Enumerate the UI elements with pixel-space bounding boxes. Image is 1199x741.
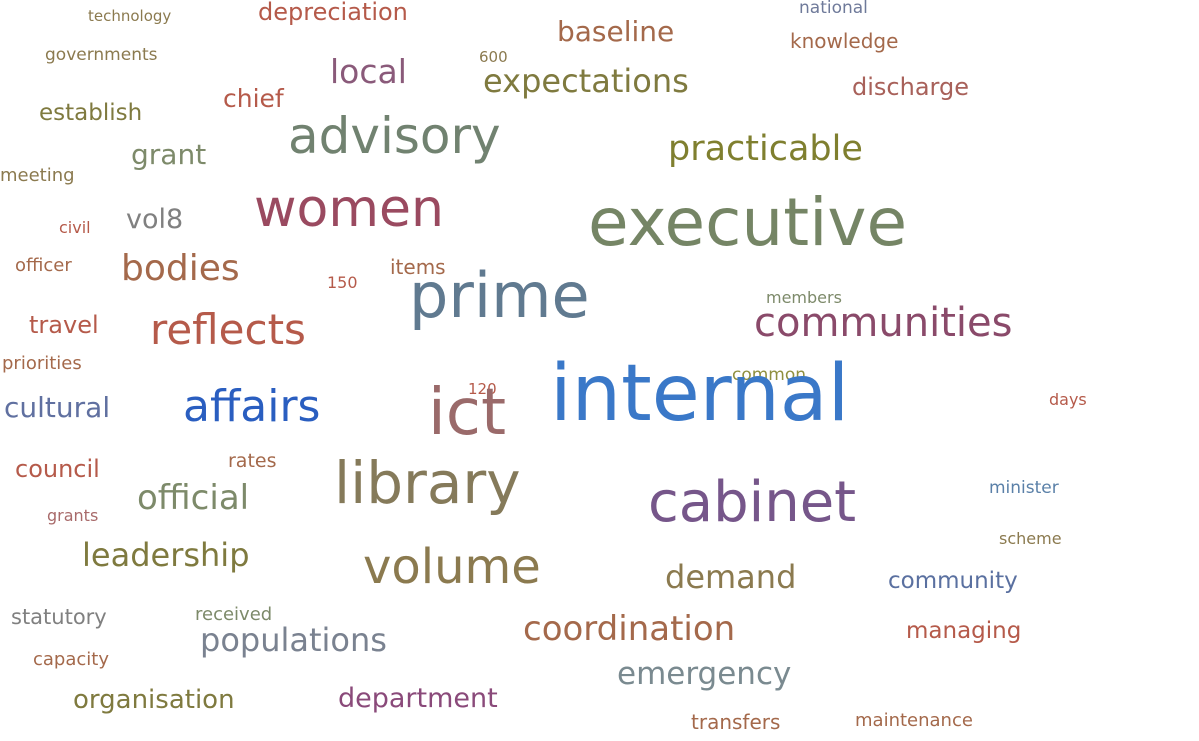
- word: priorities: [2, 353, 82, 374]
- word: coordination: [523, 609, 736, 649]
- word: organisation: [73, 685, 235, 715]
- word: reflects: [150, 305, 306, 354]
- word: library: [334, 449, 521, 517]
- word: official: [137, 478, 250, 518]
- word: items: [390, 255, 446, 279]
- word: members: [766, 288, 842, 307]
- word: demand: [665, 558, 797, 596]
- word: executive: [588, 184, 908, 261]
- word: days: [1049, 390, 1087, 409]
- word: grant: [131, 138, 207, 171]
- word: practicable: [668, 129, 863, 169]
- word: 120: [468, 380, 497, 398]
- word: bodies: [121, 248, 240, 289]
- word: baseline: [557, 15, 675, 48]
- word: technology: [88, 7, 172, 25]
- word: leadership: [82, 536, 250, 574]
- word: 600: [479, 48, 508, 66]
- word: scheme: [999, 529, 1062, 548]
- word: establish: [39, 100, 143, 126]
- word: emergency: [617, 656, 792, 692]
- word: rates: [228, 450, 277, 472]
- word: internal: [550, 349, 850, 439]
- word: statutory: [11, 605, 107, 629]
- word: council: [15, 455, 100, 483]
- word: department: [338, 683, 498, 714]
- word: local: [330, 52, 407, 91]
- word: women: [254, 179, 444, 239]
- word: received: [195, 604, 273, 625]
- word: populations: [200, 621, 387, 659]
- word: governments: [45, 45, 158, 65]
- word: volume: [363, 539, 541, 595]
- word: depreciation: [258, 0, 408, 26]
- word: common: [732, 365, 807, 385]
- word: advisory: [288, 107, 501, 165]
- word: maintenance: [855, 710, 973, 731]
- word: managing: [906, 618, 1022, 644]
- word: capacity: [33, 649, 109, 670]
- word: national: [799, 0, 868, 18]
- word: grants: [47, 506, 99, 525]
- word: affairs: [183, 381, 321, 432]
- word: cultural: [4, 391, 111, 424]
- word: travel: [29, 311, 99, 339]
- word: cabinet: [648, 470, 857, 535]
- word: communities: [754, 300, 1013, 346]
- word: ict: [428, 376, 507, 450]
- word: transfers: [691, 710, 781, 734]
- word: 150: [327, 273, 358, 292]
- word: knowledge: [790, 29, 899, 53]
- word: minister: [989, 478, 1059, 498]
- word: officer: [15, 255, 72, 276]
- word: community: [888, 568, 1018, 594]
- word: civil: [59, 218, 91, 237]
- word: prime: [409, 259, 590, 332]
- word: chief: [223, 84, 284, 113]
- word: discharge: [852, 73, 969, 101]
- word: meeting: [0, 165, 75, 186]
- word: expectations: [483, 62, 689, 100]
- word: vol8: [126, 204, 184, 235]
